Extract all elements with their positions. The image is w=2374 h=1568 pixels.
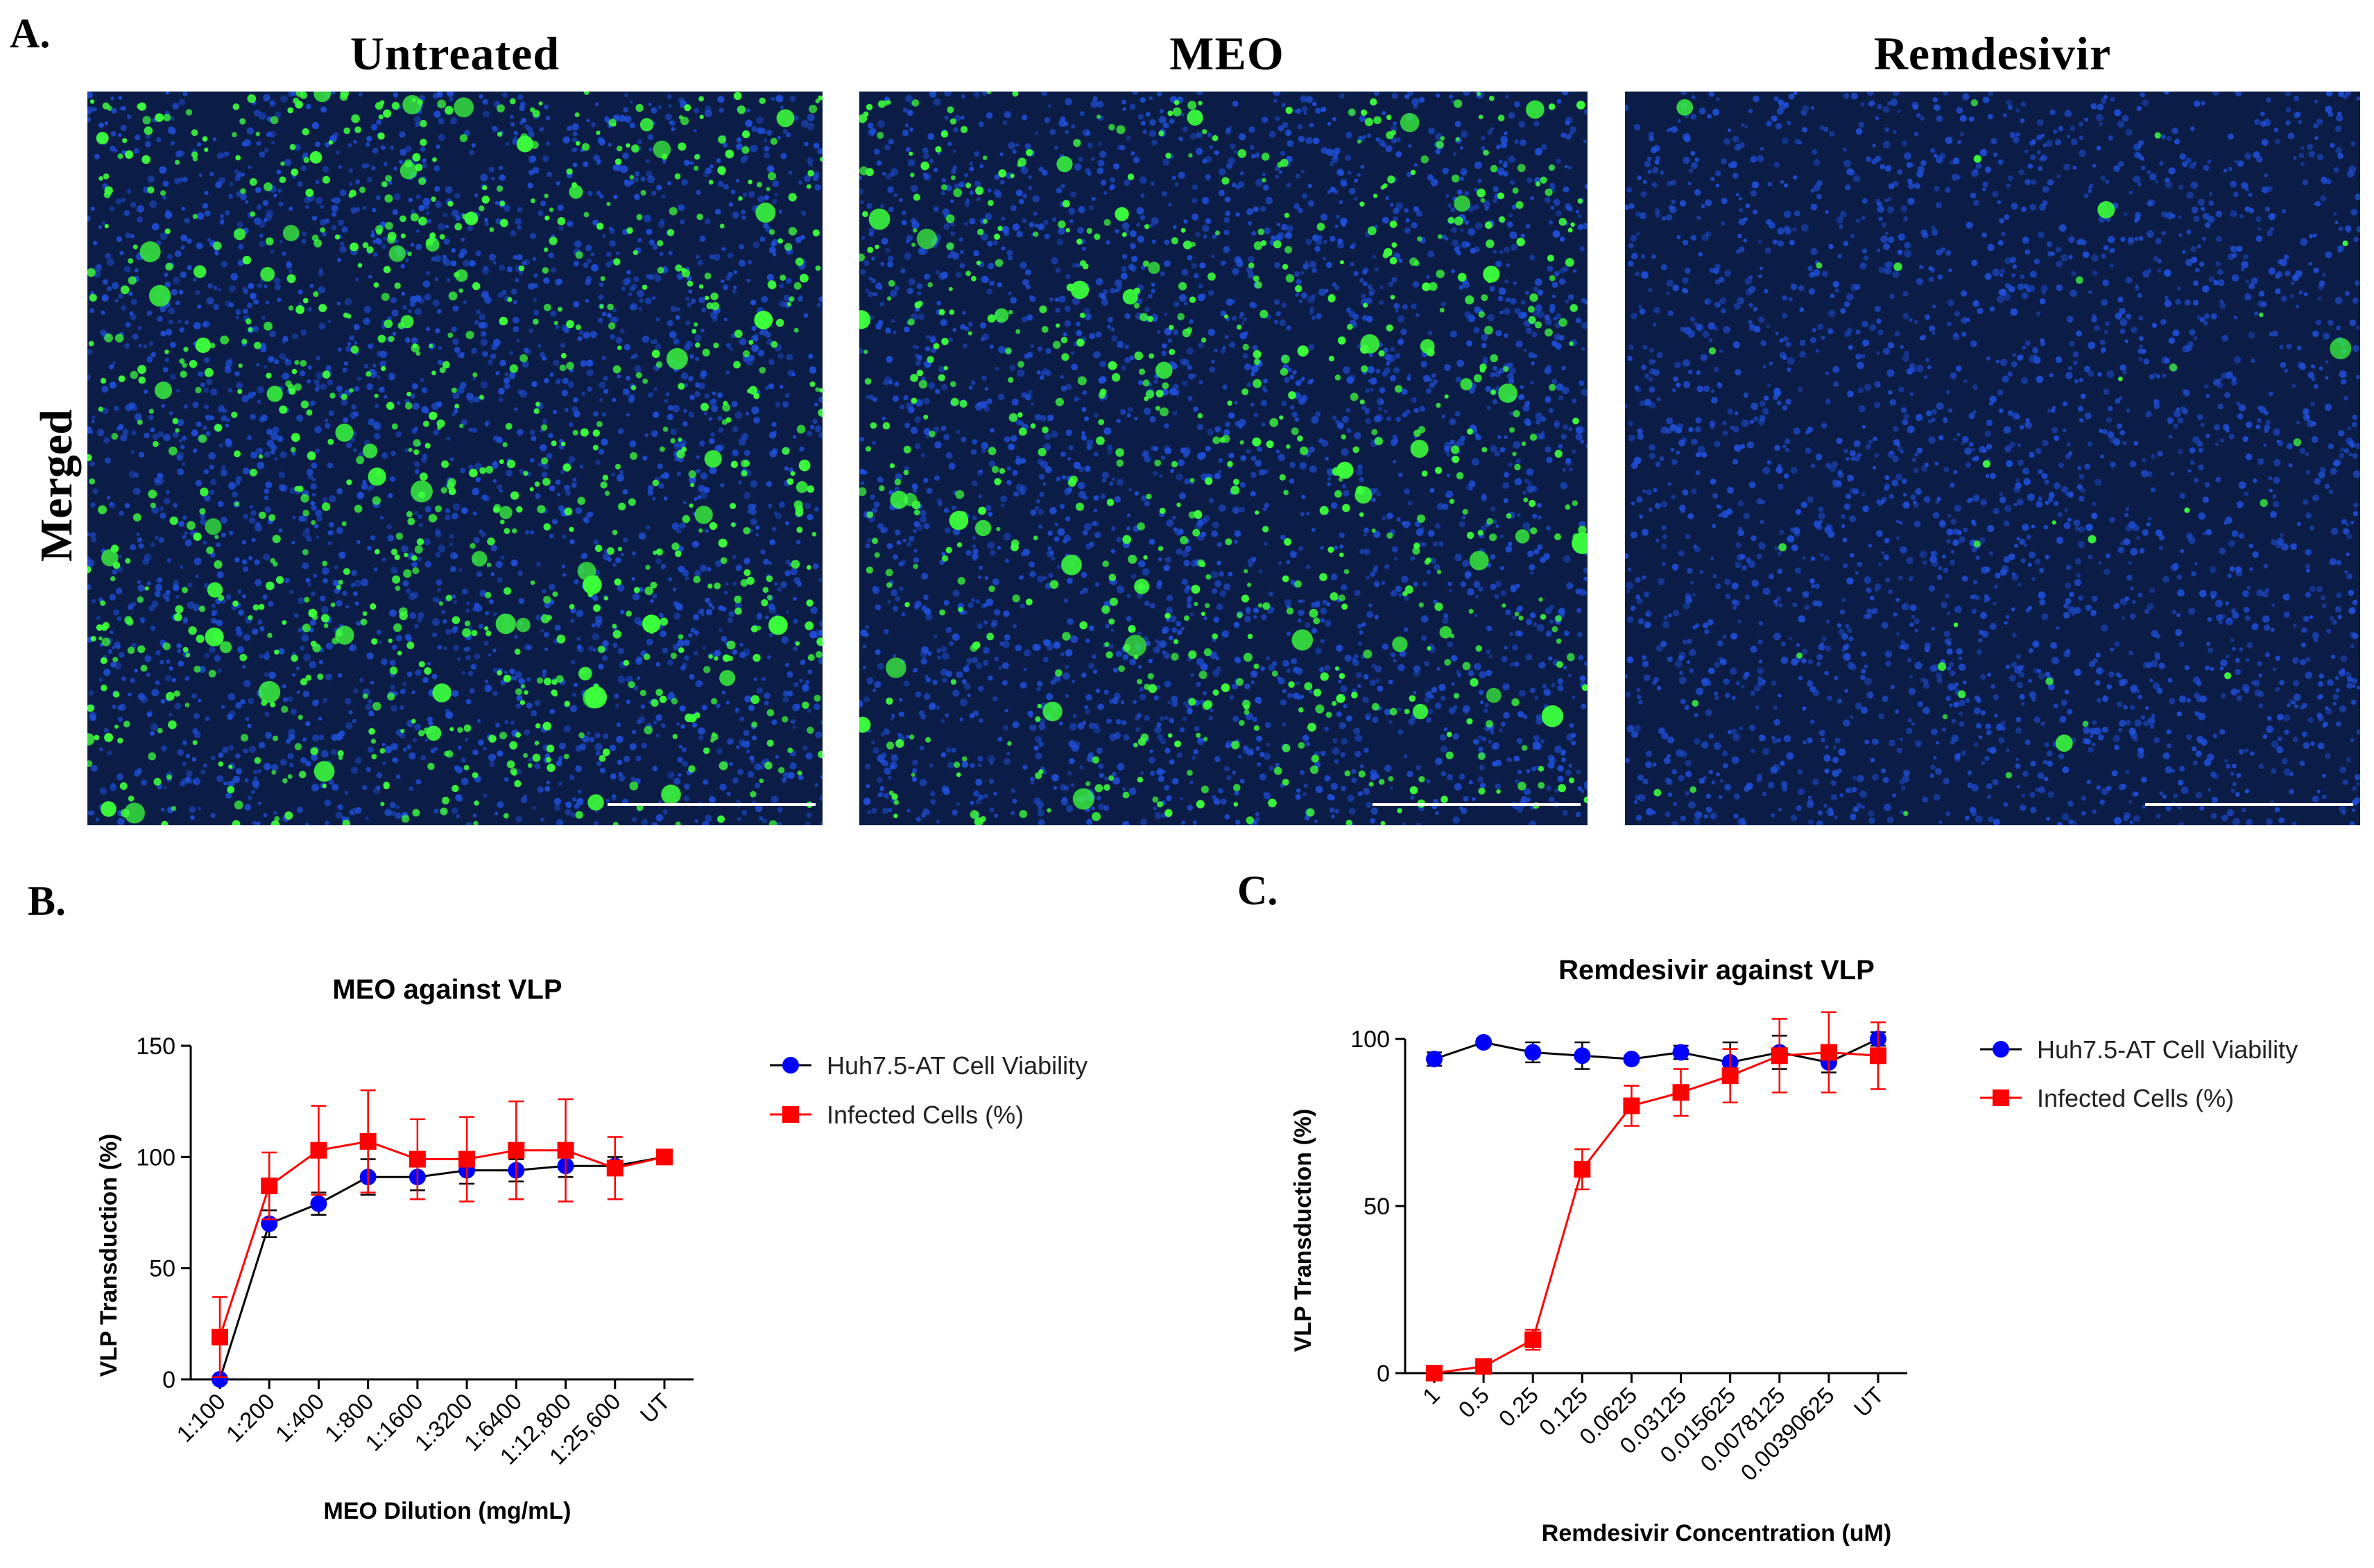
data-point bbox=[1623, 1097, 1640, 1114]
x-tick-label: UT bbox=[635, 1388, 675, 1428]
legend-infected-label: Infected Cells (%) bbox=[2037, 1084, 2234, 1112]
nuclei-layer bbox=[1625, 92, 2360, 825]
series-line bbox=[218, 1140, 665, 1338]
x-tick-label: 1:100 bbox=[171, 1388, 230, 1447]
series-infected bbox=[212, 1089, 673, 1379]
micrograph-remdesivir-canvas bbox=[1625, 92, 2360, 825]
x-tick-label: UT bbox=[1849, 1382, 1889, 1422]
infected-cells-layer bbox=[87, 92, 823, 825]
chart-b-ylabel: VLP Transduction (%) bbox=[96, 1134, 122, 1377]
y-tick-label: 50 bbox=[1364, 1194, 1390, 1220]
panel-a-letter: A. bbox=[10, 10, 51, 56]
data-point bbox=[557, 1141, 574, 1159]
x-tick-label: 1 bbox=[1418, 1382, 1445, 1409]
x-tick-label: 1:400 bbox=[270, 1388, 329, 1447]
data-point bbox=[1574, 1047, 1591, 1065]
data-point bbox=[1426, 1051, 1443, 1068]
scale-bar bbox=[1373, 803, 1581, 806]
data-point bbox=[310, 1195, 327, 1212]
nuclei-layer bbox=[87, 92, 823, 825]
legend-infected-marker bbox=[782, 1106, 799, 1123]
column-title-meo: MEO bbox=[1169, 27, 1284, 80]
legend-viability-marker bbox=[1993, 1041, 2009, 1058]
scale-bar bbox=[2145, 803, 2353, 806]
chart-c-legend: Huh7.5-AT Cell Viability Infected Cells … bbox=[1980, 1035, 2298, 1112]
data-point bbox=[606, 1160, 623, 1177]
legend-viability-label: Huh7.5-AT Cell Viability bbox=[827, 1051, 1087, 1080]
data-point bbox=[1820, 1044, 1837, 1061]
series-line bbox=[1434, 1037, 1879, 1064]
data-point bbox=[1870, 1047, 1886, 1065]
data-point bbox=[310, 1141, 327, 1159]
data-point bbox=[1672, 1084, 1689, 1101]
data-point bbox=[656, 1148, 673, 1166]
chart-b-legend: Huh7.5-AT Cell Viability Infected Cells … bbox=[770, 1051, 1087, 1129]
panel-b-letter: B. bbox=[28, 878, 67, 924]
data-point bbox=[212, 1329, 228, 1346]
y-tick-label: 0 bbox=[1377, 1361, 1390, 1387]
chart-b-plot: 0501001501:1001:2001:4001:8001:16001:320… bbox=[136, 1033, 694, 1470]
column-title-untreated: Untreated bbox=[350, 27, 560, 80]
data-point bbox=[1524, 1044, 1542, 1061]
series-line bbox=[1434, 1051, 1879, 1375]
data-point bbox=[458, 1151, 476, 1168]
micrograph-untreated bbox=[87, 92, 823, 825]
series-viability bbox=[212, 1148, 673, 1388]
panel-c-letter: C. bbox=[1237, 868, 1278, 913]
micrograph-meo bbox=[859, 92, 1588, 825]
series-line bbox=[218, 1155, 665, 1380]
series-viability bbox=[1426, 1031, 1886, 1084]
x-tick-label: 1:200 bbox=[221, 1388, 280, 1447]
data-point bbox=[1524, 1331, 1542, 1348]
data-point bbox=[261, 1178, 278, 1195]
data-point bbox=[508, 1141, 525, 1159]
data-point bbox=[359, 1132, 377, 1150]
nuclei-layer bbox=[859, 92, 1588, 825]
chart-c-ylabel: VLP Transduction (%) bbox=[1290, 1109, 1316, 1352]
chart-c-xlabel: Remdesivir Concentration (uM) bbox=[1542, 1520, 1891, 1547]
data-point bbox=[1426, 1365, 1443, 1381]
y-tick-label: 50 bbox=[149, 1256, 175, 1282]
x-tick-label: 0.5 bbox=[1453, 1382, 1494, 1423]
data-point bbox=[1771, 1047, 1788, 1065]
legend-viability-label: Huh7.5-AT Cell Viability bbox=[2037, 1035, 2298, 1064]
data-point bbox=[1623, 1051, 1640, 1068]
legend-infected-label: Infected Cells (%) bbox=[827, 1101, 1024, 1129]
chart-b-xlabel: MEO Dilution (mg/mL) bbox=[324, 1498, 571, 1524]
scale-bar bbox=[608, 803, 816, 806]
chart-b-title: MEO against VLP bbox=[332, 974, 562, 1005]
micrograph-remdesivir bbox=[1625, 92, 2360, 825]
legend-infected-marker bbox=[1993, 1089, 2009, 1106]
data-point bbox=[1475, 1358, 1493, 1375]
infected-cells-layer bbox=[859, 92, 1588, 825]
legend-viability-marker bbox=[782, 1057, 799, 1074]
chart-remdesivir-against-vlp: Remdesivir against VLP VLP Transduction … bbox=[1290, 955, 2298, 1547]
data-point bbox=[1672, 1044, 1689, 1061]
data-point bbox=[212, 1371, 228, 1388]
data-point bbox=[408, 1151, 426, 1168]
y-tick-label: 0 bbox=[162, 1367, 175, 1393]
series-infected bbox=[1426, 1011, 1886, 1381]
data-point bbox=[1574, 1161, 1591, 1178]
y-tick-label: 100 bbox=[136, 1144, 175, 1171]
column-title-remdesivir: Remdesivir bbox=[1873, 27, 2112, 80]
chart-meo-against-vlp: MEO against VLP VLP Transduction (%) MEO… bbox=[96, 974, 1087, 1524]
data-point bbox=[1475, 1034, 1493, 1051]
micrograph-meo-canvas bbox=[859, 92, 1588, 825]
micrograph-untreated-canvas bbox=[87, 92, 823, 825]
data-point bbox=[1721, 1067, 1739, 1085]
infected-cells-layer bbox=[1653, 99, 2352, 816]
chart-c-title: Remdesivir against VLP bbox=[1558, 955, 1875, 985]
y-tick-label: 100 bbox=[1350, 1026, 1390, 1053]
row-label-merged: Merged bbox=[31, 409, 82, 562]
y-tick-label: 150 bbox=[136, 1033, 175, 1060]
